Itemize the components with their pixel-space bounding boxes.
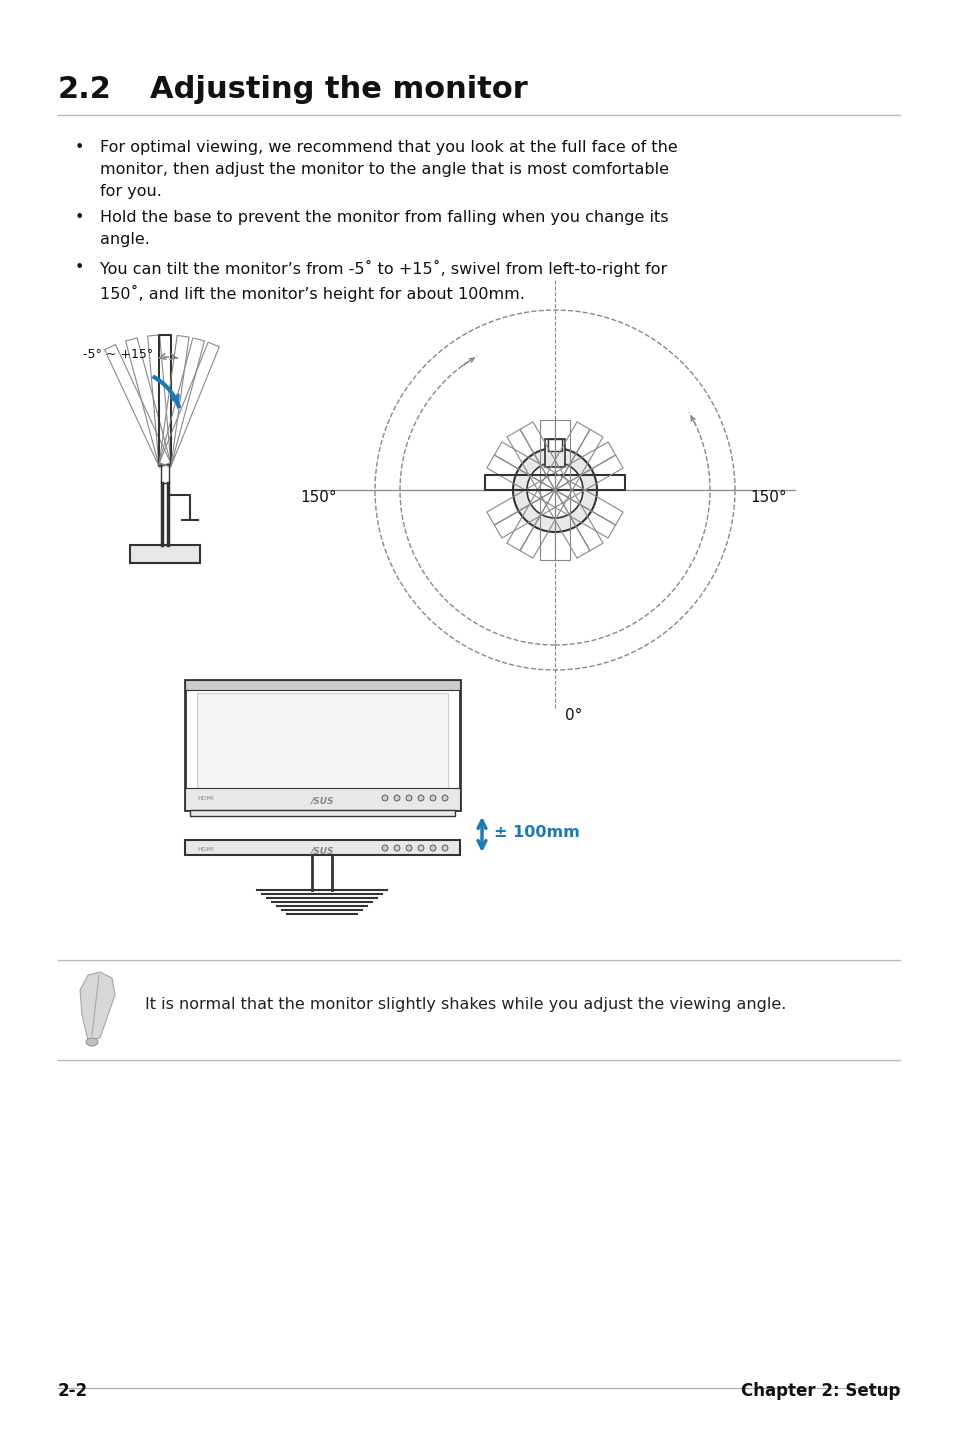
Circle shape: [441, 795, 448, 801]
Text: Adjusting the monitor: Adjusting the monitor: [150, 75, 527, 104]
Circle shape: [381, 846, 388, 851]
Circle shape: [513, 449, 597, 532]
Text: You can tilt the monitor’s from -5˚ to +15˚, swivel from left-to-right for
150˚,: You can tilt the monitor’s from -5˚ to +…: [100, 260, 666, 302]
Text: •: •: [75, 260, 84, 275]
Text: Chapter 2: Setup: Chapter 2: Setup: [740, 1382, 899, 1401]
Text: For optimal viewing, we recommend that you look at the full face of the
monitor,: For optimal viewing, we recommend that y…: [100, 139, 677, 200]
Circle shape: [406, 795, 412, 801]
Circle shape: [394, 795, 399, 801]
Circle shape: [417, 846, 423, 851]
Bar: [130, 545, 200, 564]
Polygon shape: [80, 972, 115, 1040]
Text: 2.2: 2.2: [58, 75, 112, 104]
Text: ± 100mm: ± 100mm: [494, 825, 579, 840]
Circle shape: [430, 795, 436, 801]
Text: Hold the base to prevent the monitor from falling when you change its
angle.: Hold the base to prevent the monitor fro…: [100, 210, 668, 247]
Ellipse shape: [86, 1038, 98, 1045]
Bar: [185, 680, 459, 690]
Circle shape: [394, 846, 399, 851]
Text: It is normal that the monitor slightly shakes while you adjust the viewing angle: It is normal that the monitor slightly s…: [145, 998, 785, 1012]
Text: 2-2: 2-2: [58, 1382, 88, 1401]
Text: 150°: 150°: [749, 490, 786, 506]
Bar: [185, 680, 459, 810]
Text: -5° ~ +15°: -5° ~ +15°: [83, 348, 153, 361]
Bar: [190, 810, 455, 815]
Bar: [196, 693, 448, 788]
Bar: [544, 439, 564, 467]
Text: •: •: [75, 139, 84, 155]
Text: /SUS: /SUS: [311, 797, 334, 805]
Circle shape: [430, 846, 436, 851]
Bar: [547, 439, 561, 452]
Text: HDMI: HDMI: [196, 797, 213, 801]
Circle shape: [526, 462, 582, 518]
Circle shape: [441, 846, 448, 851]
Circle shape: [417, 795, 423, 801]
Text: /SUS: /SUS: [311, 847, 334, 856]
Circle shape: [381, 795, 388, 801]
Bar: [185, 840, 459, 856]
Text: 150°: 150°: [299, 490, 336, 506]
Text: HDMI: HDMI: [196, 847, 213, 851]
Circle shape: [406, 846, 412, 851]
Bar: [185, 788, 459, 810]
Text: 0°: 0°: [564, 707, 581, 722]
Text: •: •: [75, 210, 84, 224]
